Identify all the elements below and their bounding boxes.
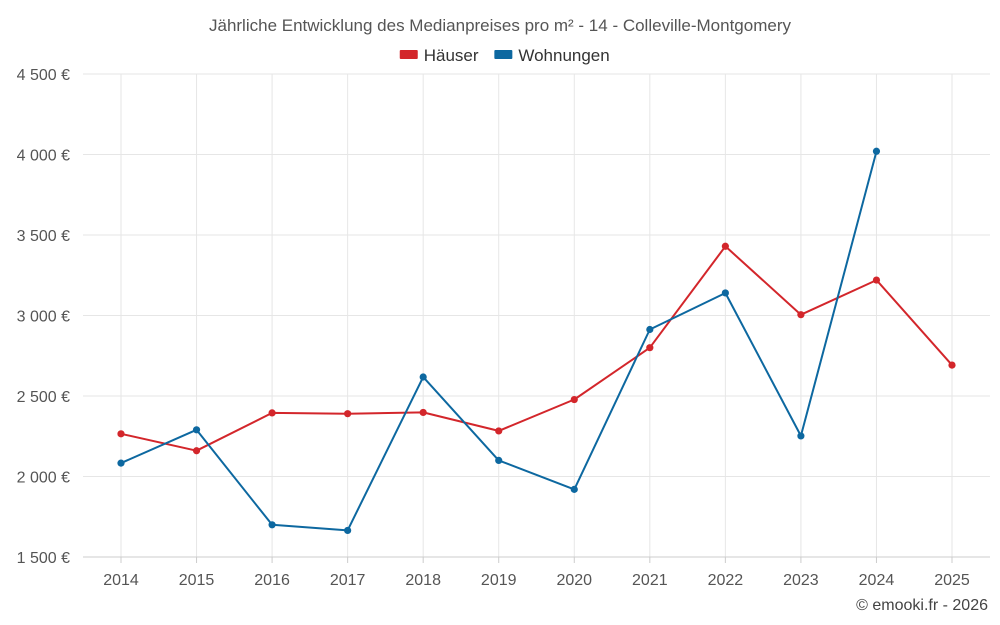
- legend-label: Häuser: [424, 46, 479, 65]
- x-tick-label: 2023: [783, 572, 819, 589]
- y-tick-label: 3 500 €: [17, 228, 70, 245]
- data-point-h-user: [570, 395, 578, 404]
- x-tick-label: 2016: [254, 572, 290, 589]
- x-tick-label: 2020: [556, 572, 592, 589]
- data-point-wohnungen: [192, 426, 201, 434]
- x-tick-label: 2024: [859, 572, 895, 589]
- data-point-h-user: [419, 408, 427, 417]
- data-point-wohnungen: [721, 289, 729, 297]
- x-tick-label: 2025: [934, 572, 970, 589]
- grid: [83, 73, 990, 557]
- data-point-wohnungen: [646, 325, 654, 334]
- y-tick-label: 4 500 €: [17, 67, 70, 84]
- data-point-wohnungen: [344, 526, 352, 535]
- data-point-wohnungen: [872, 147, 881, 155]
- x-axis: 2014 2015 2016 2017 2018 2019 2020 2021 2022 2023…: [83, 556, 990, 589]
- x-tick-label: 2018: [405, 572, 441, 589]
- data-point-h-user: [646, 344, 654, 352]
- data-point-h-user: [495, 427, 503, 435]
- y-tick-label: 4 000 €: [17, 148, 70, 165]
- x-tick-label: 2014: [103, 572, 139, 589]
- data-point-wohnungen: [495, 456, 503, 464]
- data-point-h-user: [948, 361, 956, 369]
- legend-item-wohnungen[interactable]: Wohnungen: [494, 46, 610, 65]
- data-point-wohnungen: [117, 459, 125, 467]
- x-tick-label: 2019: [481, 572, 517, 589]
- y-tick-label: 3 000 €: [17, 309, 70, 326]
- legend-item-h-user[interactable]: Häuser: [399, 46, 479, 65]
- y-tick-label: 2 000 €: [17, 470, 70, 487]
- data-point-h-user: [721, 242, 729, 250]
- legend-swatch: [494, 50, 513, 59]
- legend-swatch: [399, 50, 418, 59]
- data-point-wohnungen: [268, 521, 276, 529]
- data-point-h-user: [344, 410, 352, 418]
- series-line-h-user: [120, 245, 953, 452]
- credit: © emooki.fr - 2026: [856, 597, 988, 614]
- y-tick-label: 1 500 €: [17, 550, 70, 567]
- x-tick-label: 2021: [632, 572, 668, 589]
- data-point-h-user: [872, 276, 881, 284]
- data-point-h-user: [117, 430, 125, 438]
- data-point-wohnungen: [570, 485, 578, 493]
- y-tick-label: 2 500 €: [17, 389, 70, 406]
- y-axis: 1 500 € 2 000 € 2 500 € 3 000 € 3 500 € 4 000…: [17, 67, 70, 567]
- data-point-wohnungen: [797, 432, 805, 440]
- x-tick-label: 2015: [179, 572, 215, 589]
- x-tick-label: 2017: [330, 572, 366, 589]
- series: [117, 147, 956, 535]
- data-point-h-user: [797, 311, 805, 319]
- data-point-h-user: [192, 447, 201, 455]
- legend: Häuser Wohnungen: [399, 46, 610, 65]
- x-tick-label: 2022: [708, 572, 744, 589]
- data-point-wohnungen: [419, 373, 427, 381]
- data-point-h-user: [268, 409, 276, 417]
- legend-label: Wohnungen: [518, 46, 609, 65]
- chart-title: Jährliche Entwicklung des Medianpreises …: [209, 16, 792, 35]
